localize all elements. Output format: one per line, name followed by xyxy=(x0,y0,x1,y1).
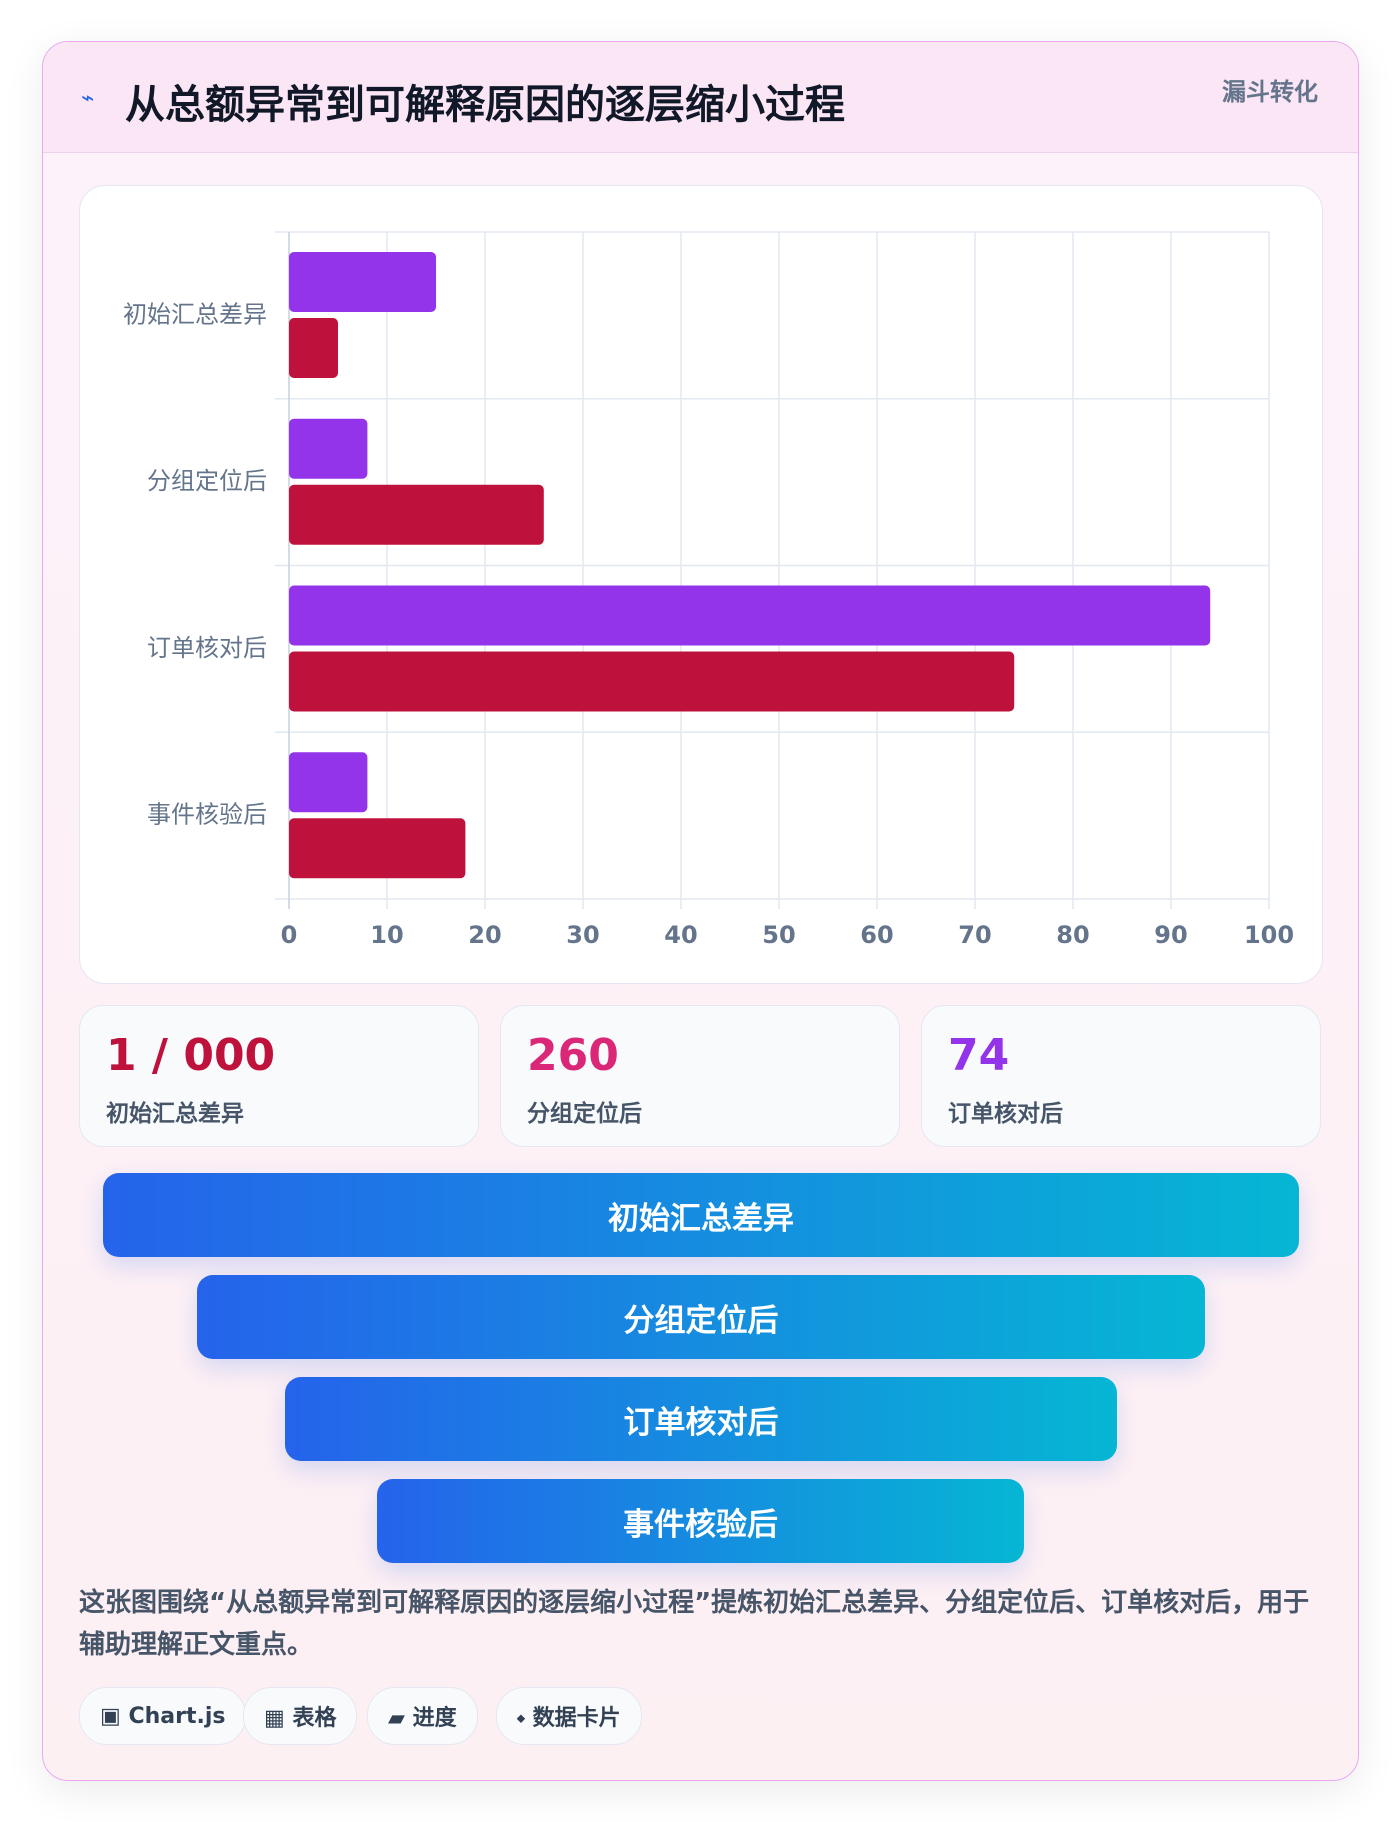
header-icon: ⌁ xyxy=(81,86,95,111)
x-tick-label: 40 xyxy=(664,921,697,949)
title: 从总额异常到可解释原因的逐层缩小过程 xyxy=(125,82,845,128)
bar xyxy=(289,752,368,813)
badge: 漏斗转化 xyxy=(1222,78,1318,106)
x-tick-label: 70 xyxy=(958,921,991,949)
x-tick-label: 20 xyxy=(468,921,501,949)
tag: ▦ 表格 xyxy=(243,1687,358,1745)
bar xyxy=(289,818,466,879)
bar xyxy=(289,252,436,312)
funnel-step: 初始汇总差异 xyxy=(103,1173,1299,1257)
chart: 0 10 20 30 40 50 60 70 80 90 100 初始汇总差异分组定位后订单核对后事件… xyxy=(123,231,1294,949)
bar xyxy=(289,651,1015,712)
x-tick-label: 60 xyxy=(860,921,893,949)
bar xyxy=(289,484,544,545)
bar xyxy=(289,418,368,479)
y-tick-label: 订单核对后 xyxy=(147,634,267,662)
x-tick-label: 100 xyxy=(1244,921,1294,949)
tag: ▣ Chart.js xyxy=(79,1687,247,1745)
chart-panel: 0 10 20 30 40 50 60 70 80 90 100 初始汇总差异分组定位后订单核对后事件… xyxy=(79,185,1323,984)
x-tick-label: 0 xyxy=(281,921,298,949)
stat-value: 74 xyxy=(948,1030,1010,1081)
stat-card: 74 订单核对后 xyxy=(921,1005,1321,1147)
description: 这张图围绕“从总额异常到可解释原因的逐层缩小过程”提炼初始汇总差异、分组定位后、… xyxy=(79,1588,1310,1660)
funnel-step: 事件核验后 xyxy=(377,1479,1024,1563)
y-tick-label: 初始汇总差异 xyxy=(123,300,267,328)
x-tick-label: 80 xyxy=(1056,921,1089,949)
stat-value: 1 / 000 xyxy=(106,1030,276,1081)
bar xyxy=(289,585,1211,646)
funnel-step: 订单核对后 xyxy=(285,1377,1117,1461)
header: ⌁ 从总额异常到可解释原因的逐层缩小过程 漏斗转化 xyxy=(43,42,1358,153)
x-tick-label: 30 xyxy=(566,921,599,949)
stat-label: 订单核对后 xyxy=(948,1101,1063,1127)
y-tick-label: 事件核验后 xyxy=(147,801,267,829)
tag: ⬩ 数据卡片 xyxy=(496,1687,642,1745)
tag: ▰ 进度 xyxy=(367,1687,478,1745)
card: ⌁ 从总额异常到可解释原因的逐层缩小过程 漏斗转化 0 10 20 30 40 50 60 7… xyxy=(42,41,1359,1781)
x-tick-label: 90 xyxy=(1154,921,1187,949)
stat-card: 260 分组定位后 xyxy=(500,1005,900,1147)
y-tick-label: 分组定位后 xyxy=(147,467,267,495)
stat-value: 260 xyxy=(527,1030,619,1081)
stat-label: 分组定位后 xyxy=(527,1101,642,1127)
bar xyxy=(289,318,338,378)
stat-label: 初始汇总差异 xyxy=(106,1101,244,1127)
stat-card: 1 / 000 初始汇总差异 xyxy=(79,1005,479,1147)
x-tick-label: 50 xyxy=(762,921,795,949)
funnel-step: 分组定位后 xyxy=(197,1275,1205,1359)
x-tick-label: 10 xyxy=(370,921,403,949)
